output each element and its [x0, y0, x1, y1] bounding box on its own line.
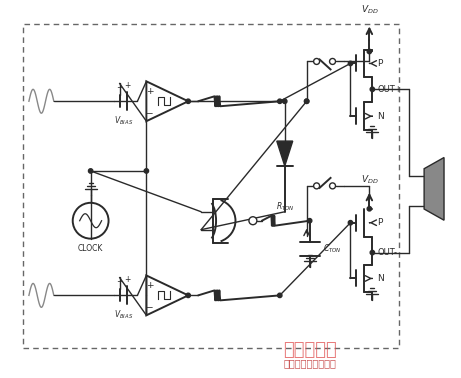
- Text: OUT+: OUT+: [378, 85, 402, 94]
- Text: $R_{TON}$: $R_{TON}$: [277, 200, 295, 213]
- Text: P: P: [378, 59, 383, 68]
- Text: OUT-: OUT-: [378, 248, 397, 257]
- Text: $-$: $-$: [116, 81, 124, 90]
- Text: $V_{DD}$: $V_{DD}$: [361, 3, 378, 15]
- Circle shape: [348, 220, 353, 225]
- Text: $-$: $-$: [145, 301, 154, 310]
- Circle shape: [278, 99, 282, 104]
- Polygon shape: [147, 81, 188, 121]
- Text: P: P: [378, 218, 383, 227]
- Circle shape: [304, 99, 309, 104]
- Circle shape: [144, 169, 148, 173]
- Text: $C_{TON}$: $C_{TON}$: [323, 242, 341, 255]
- Text: $-$: $-$: [116, 276, 124, 284]
- Polygon shape: [147, 276, 188, 315]
- Text: 射频和天线设计专家: 射频和天线设计专家: [283, 358, 336, 368]
- Text: $V_{DD}$: $V_{DD}$: [361, 174, 378, 186]
- Text: N: N: [378, 112, 384, 121]
- Text: CLOCK: CLOCK: [78, 243, 103, 253]
- Circle shape: [370, 87, 374, 91]
- Circle shape: [313, 59, 319, 64]
- Circle shape: [283, 99, 287, 104]
- Text: N: N: [378, 274, 384, 283]
- Circle shape: [186, 293, 190, 297]
- Text: $-$: $-$: [145, 107, 154, 116]
- FancyBboxPatch shape: [23, 23, 399, 348]
- Circle shape: [278, 293, 282, 297]
- Circle shape: [313, 183, 319, 189]
- Circle shape: [330, 183, 336, 189]
- Polygon shape: [277, 141, 293, 166]
- Text: +: +: [124, 276, 130, 284]
- Text: 易地迁培训: 易地迁培训: [283, 341, 337, 359]
- Circle shape: [89, 169, 93, 173]
- Circle shape: [330, 59, 336, 64]
- Circle shape: [348, 61, 353, 66]
- Text: +: +: [146, 87, 153, 96]
- Circle shape: [370, 250, 374, 255]
- Circle shape: [367, 49, 372, 54]
- Circle shape: [367, 207, 372, 211]
- Circle shape: [186, 99, 190, 104]
- Circle shape: [307, 218, 312, 223]
- Text: $V_{BIAS}$: $V_{BIAS}$: [114, 114, 133, 127]
- Polygon shape: [424, 158, 444, 220]
- Text: $V_{BIAS}$: $V_{BIAS}$: [114, 308, 133, 321]
- Text: +: +: [146, 281, 153, 290]
- Circle shape: [73, 203, 108, 239]
- Circle shape: [249, 217, 257, 225]
- Circle shape: [304, 99, 309, 104]
- Text: +: +: [124, 81, 130, 90]
